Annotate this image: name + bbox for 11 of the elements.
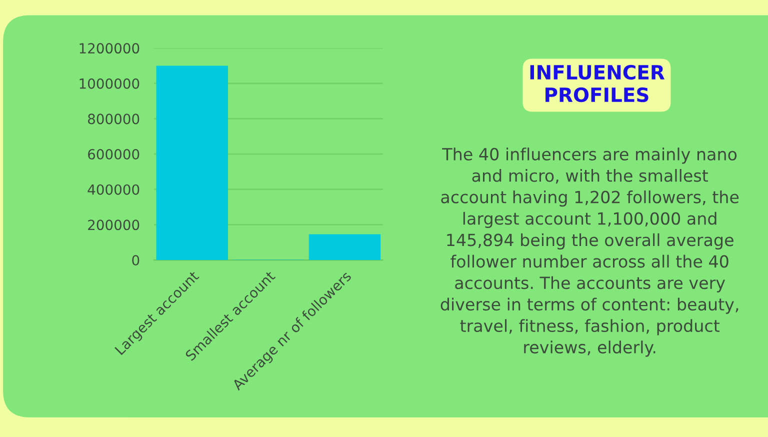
bar bbox=[156, 66, 228, 260]
y-tick-label: 1000000 bbox=[80, 78, 140, 89]
text: The 40 influencers are mainly nano and micro, with the smallest account having 1,202 followers, the largest account 1,100,000 and 145,894 being the overall average follower number across all the 40 accounts. The accounts are very diverse in terms of content: beauty, travel, fitness, fashion, product reviews, elderly. bbox=[440, 148, 739, 357]
y-tick-label: 600000 bbox=[88, 149, 140, 160]
bar bbox=[308, 234, 381, 260]
y-tick-label: 800000 bbox=[88, 114, 140, 124]
y-tick-label: 400000 bbox=[88, 184, 140, 195]
y-tick-label: 0 bbox=[132, 254, 140, 266]
text: INFLUENCER PROFILES bbox=[530, 64, 665, 102]
y-tick-label: 200000 bbox=[88, 220, 140, 230]
y-tick-label: 1200000 bbox=[80, 43, 140, 54]
